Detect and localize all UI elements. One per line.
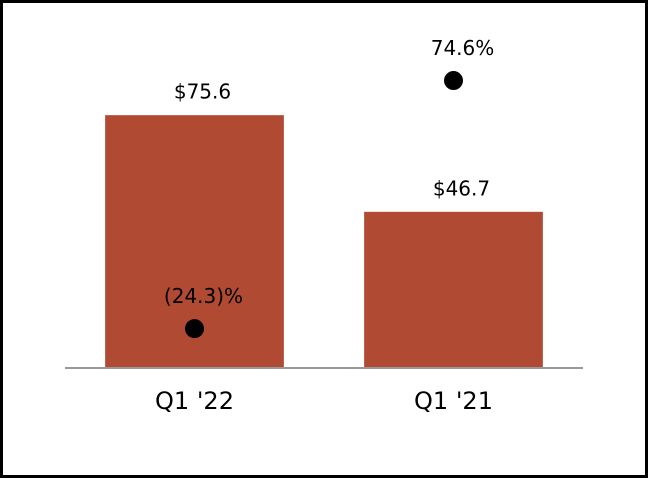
bar xyxy=(364,211,543,368)
marker xyxy=(444,71,463,91)
marker xyxy=(185,319,204,339)
x-tick-label: Q1 '22 xyxy=(155,387,234,415)
value-label: $46.7 xyxy=(433,176,490,200)
value-label: $75.6 xyxy=(174,80,231,104)
x-tick-label: Q1 '21 xyxy=(414,387,493,415)
value-label: 74.6% xyxy=(431,36,495,60)
value-label: (24.3)% xyxy=(164,284,243,308)
